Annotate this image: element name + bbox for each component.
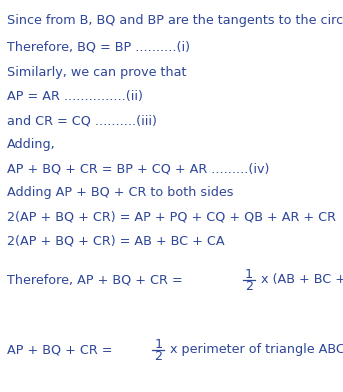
Text: 2: 2 (154, 350, 162, 363)
Text: x perimeter of triangle ABC: x perimeter of triangle ABC (166, 343, 343, 356)
Text: 2(AP + BQ + CR) = AP + PQ + CQ + QB + AR + CR: 2(AP + BQ + CR) = AP + PQ + CQ + QB + AR… (7, 210, 336, 223)
Text: Therefore, BQ = BP ..........(i): Therefore, BQ = BP ..........(i) (7, 40, 190, 53)
Text: and CR = CQ ..........(iii): and CR = CQ ..........(iii) (7, 114, 157, 127)
Text: Adding,: Adding, (7, 138, 56, 151)
Text: Adding AP + BQ + CR to both sides: Adding AP + BQ + CR to both sides (7, 186, 234, 199)
Text: 2(AP + BQ + CR) = AB + BC + CA: 2(AP + BQ + CR) = AB + BC + CA (7, 234, 225, 247)
Text: AP + BQ + CR = BP + CQ + AR .........(iv): AP + BQ + CR = BP + CQ + AR .........(iv… (7, 162, 269, 175)
Text: 2: 2 (245, 281, 253, 294)
Text: AP + BQ + CR =: AP + BQ + CR = (7, 343, 117, 356)
Text: Since from B, BQ and BP are the tangents to the circle: Since from B, BQ and BP are the tangents… (7, 14, 343, 27)
Text: 1: 1 (245, 267, 253, 281)
Text: 1: 1 (154, 338, 162, 350)
Text: Therefore, AP + BQ + CR =: Therefore, AP + BQ + CR = (7, 274, 187, 287)
Text: AP = AR ...............(ii): AP = AR ...............(ii) (7, 90, 143, 103)
Text: x (AB + BC + CA): x (AB + BC + CA) (257, 274, 343, 287)
Text: Similarly, we can prove that: Similarly, we can prove that (7, 66, 187, 79)
